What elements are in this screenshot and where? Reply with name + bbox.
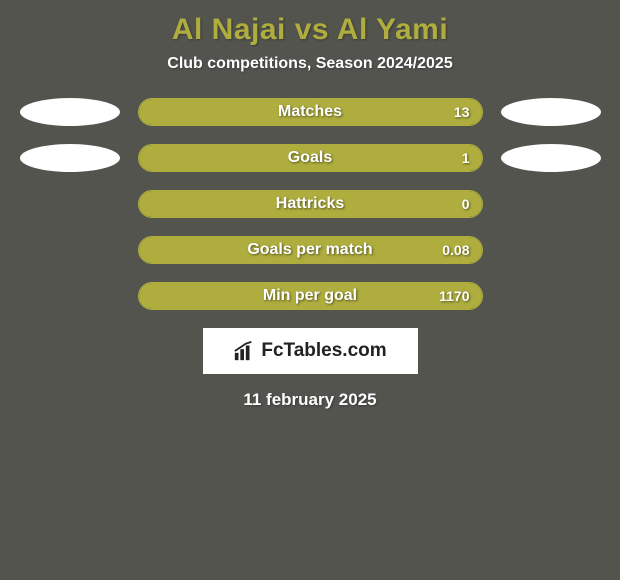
player-marker-left xyxy=(20,144,120,172)
stat-value: 1170 xyxy=(439,288,469,304)
player-marker-left xyxy=(20,98,120,126)
stat-value: 1 xyxy=(462,150,470,166)
logo-text: FcTables.com xyxy=(261,340,386,362)
stat-value: 0.08 xyxy=(442,242,469,258)
spacer xyxy=(501,236,601,264)
stat-label: Goals per match xyxy=(247,241,372,259)
logo-box[interactable]: FcTables.com xyxy=(203,328,418,374)
stat-bar: Min per goal 1170 xyxy=(138,282,483,310)
stat-row: Goals 1 xyxy=(0,144,620,172)
stat-value: 0 xyxy=(462,196,470,212)
stat-bar: Goals per match 0.08 xyxy=(138,236,483,264)
page-title: Al Najai vs Al Yami xyxy=(0,0,620,55)
rows-container: Matches 13 Goals 1 Hattricks 0 Goals per match… xyxy=(0,98,620,310)
spacer xyxy=(501,190,601,218)
stat-label: Goals xyxy=(288,149,332,167)
spacer xyxy=(20,282,120,310)
stat-label: Matches xyxy=(278,103,342,121)
stat-row: Matches 13 xyxy=(0,98,620,126)
stat-row: Hattricks 0 xyxy=(0,190,620,218)
spacer xyxy=(20,236,120,264)
spacer xyxy=(20,190,120,218)
stat-label: Min per goal xyxy=(263,287,357,305)
player-marker-right xyxy=(501,98,601,126)
stat-value: 13 xyxy=(454,104,470,120)
stat-row: Goals per match 0.08 xyxy=(0,236,620,264)
stat-bar: Matches 13 xyxy=(138,98,483,126)
comparison-card: Al Najai vs Al Yami Club competitions, S… xyxy=(0,0,620,580)
stat-label: Hattricks xyxy=(276,195,344,213)
player-marker-right xyxy=(501,144,601,172)
spacer xyxy=(501,282,601,310)
subtitle: Club competitions, Season 2024/2025 xyxy=(0,55,620,98)
stat-row: Min per goal 1170 xyxy=(0,282,620,310)
chart-icon xyxy=(233,340,255,362)
stat-bar: Goals 1 xyxy=(138,144,483,172)
stat-bar: Hattricks 0 xyxy=(138,190,483,218)
date-text: 11 february 2025 xyxy=(0,374,620,410)
